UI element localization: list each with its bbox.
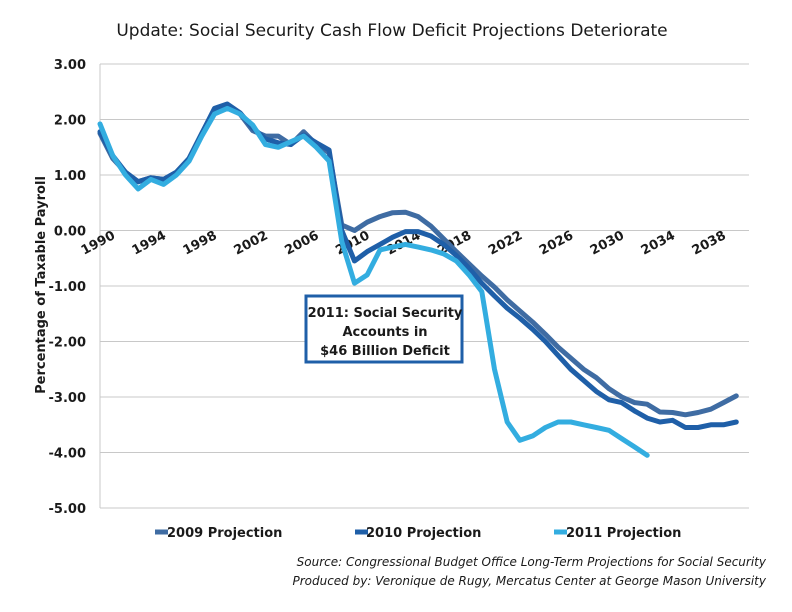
y-tick-label: -5.00	[49, 502, 86, 517]
legend-label-2009: 2009 Projection	[167, 526, 282, 541]
x-tick-label: 2034	[639, 228, 678, 258]
y-tick-label: 1.00	[54, 169, 86, 184]
y-tick-label: -3.00	[49, 391, 86, 406]
x-tick-label: 2026	[537, 228, 576, 258]
series-line-2011	[97, 105, 650, 458]
y-tick-label: 0.00	[54, 225, 86, 240]
y-tick-label: 3.00	[54, 58, 86, 73]
x-tick-label: 2030	[588, 228, 627, 258]
legend-item-2011: 2011 Projection	[554, 526, 681, 541]
series-lines	[97, 101, 739, 458]
x-tick-label: 2022	[486, 228, 525, 258]
x-tick-label: 2006	[282, 228, 321, 258]
x-tick-label: 2002	[232, 228, 271, 258]
legend-item-2010: 2010 Projection	[355, 526, 481, 541]
y-axis-label: Percentage of Taxable Payroll	[34, 176, 49, 394]
x-tick-label: 2038	[690, 228, 729, 258]
y-tick-label: 2.00	[54, 114, 86, 129]
x-tick-label: 1998	[181, 228, 220, 258]
legend-item-2009: 2009 Projection	[155, 526, 282, 541]
legend: 2009 Projection 2010 Projection 2011 Pro…	[155, 526, 681, 541]
y-tick-label: -1.00	[49, 280, 86, 295]
producer-note: Produced by: Veronique de Rugy, Mercatus…	[292, 574, 766, 588]
source-note: Source: Congressional Budget Office Long…	[297, 555, 767, 569]
y-tick-label: -4.00	[49, 447, 86, 462]
annotation-box	[304, 294, 464, 364]
legend-label-2011: 2011 Projection	[566, 526, 681, 541]
y-tick-labels: 3.00 2.00 1.00 0.00 -1.00 -2.00 -3.00 -4.00 -5.0…	[49, 58, 86, 517]
deficit-annotation: 2011: Social Security Accounts in $46 Bi…	[304, 294, 464, 364]
gridlines	[99, 63, 749, 509]
annotation-line-3: $46 Billion Deficit	[320, 344, 450, 359]
chart-title: Update: Social Security Cash Flow Defici…	[116, 21, 667, 41]
annotation-line-1: 2011: Social Security	[308, 306, 463, 321]
legend-label-2010: 2010 Projection	[366, 526, 481, 541]
x-tick-label: 1994	[130, 228, 169, 258]
annotation-line-2: Accounts in	[342, 325, 427, 340]
y-tick-label: -2.00	[49, 336, 86, 351]
